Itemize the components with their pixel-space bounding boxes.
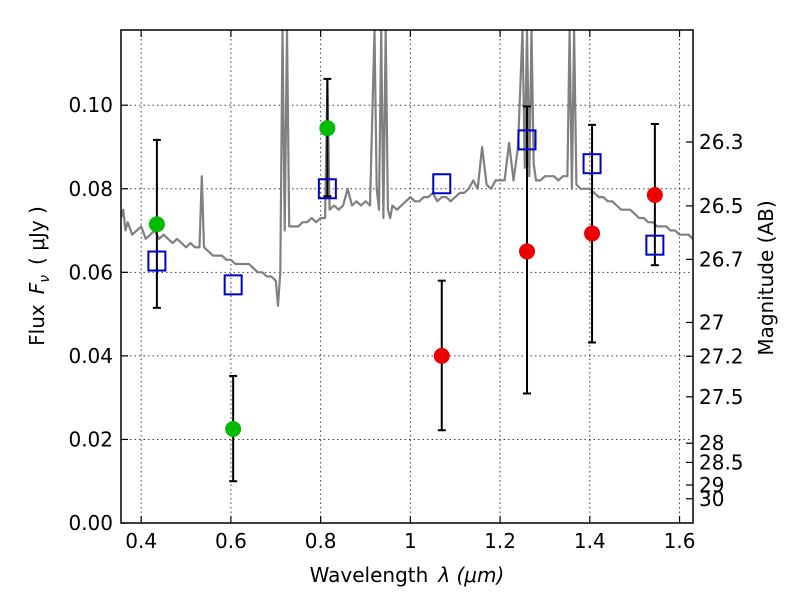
model-point	[582, 153, 602, 175]
y2-tick-label: 27.5	[699, 385, 744, 409]
model-point	[317, 178, 337, 200]
y2-tick-label: 28.5	[699, 450, 744, 474]
data-point	[519, 243, 536, 260]
x-tick-label: 0.8	[305, 529, 337, 553]
model-point	[147, 250, 167, 272]
y-tick-label: 0.10	[68, 93, 113, 117]
y2-tick-label: 26.3	[699, 130, 744, 154]
x-tick-label: 1.4	[574, 529, 606, 553]
y-tick-label: 0.00	[68, 511, 113, 535]
x-tick-label: 0.6	[215, 529, 247, 553]
y-tick-label: 0.06	[68, 260, 113, 284]
data-point	[433, 347, 450, 364]
y2-tick-label: 28	[699, 431, 724, 455]
model-point	[517, 129, 537, 151]
ticks: 0.4 0.6 0.8 1 1.2 1.4 1.6 0.00 0.02 0.04 0.06 0.08 0…	[68, 30, 744, 553]
plot-area	[121, 30, 693, 483]
y2-tick-label: 27.2	[699, 344, 744, 368]
model-point	[432, 173, 452, 195]
x-axis-label: Wavelength λ (μm)	[310, 563, 505, 587]
model-point	[645, 234, 665, 256]
x-tick-label: 0.4	[125, 529, 157, 553]
grid	[121, 30, 693, 524]
data-point	[148, 216, 165, 233]
x-tick-label: 1.6	[664, 529, 696, 553]
y2-tick-label: 26.7	[699, 247, 744, 271]
y2-tick-label: 30	[699, 487, 724, 511]
spectrum-line	[121, 30, 693, 307]
y-tick-label: 0.08	[68, 177, 113, 201]
y2-axis-label: Magnitude (AB)	[754, 200, 778, 355]
photometry-points	[147, 77, 665, 483]
data-point	[319, 120, 336, 137]
data-point	[646, 187, 663, 204]
y-axis-label: FluxFν( μJy )	[25, 206, 53, 346]
data-point	[225, 420, 242, 437]
y-tick-label: 0.02	[68, 427, 113, 451]
x-tick-label: 1	[404, 529, 417, 553]
y2-tick-label: 27	[699, 310, 724, 334]
x-tick-label: 1.2	[484, 529, 516, 553]
model-spectrum	[121, 30, 693, 307]
y2-tick-label: 29	[699, 473, 724, 497]
data-point	[584, 225, 601, 242]
plot-frame	[120, 29, 694, 524]
model-point	[223, 274, 243, 296]
y2-tick-label: 26.5	[699, 194, 744, 218]
y-tick-label: 0.04	[68, 344, 113, 368]
